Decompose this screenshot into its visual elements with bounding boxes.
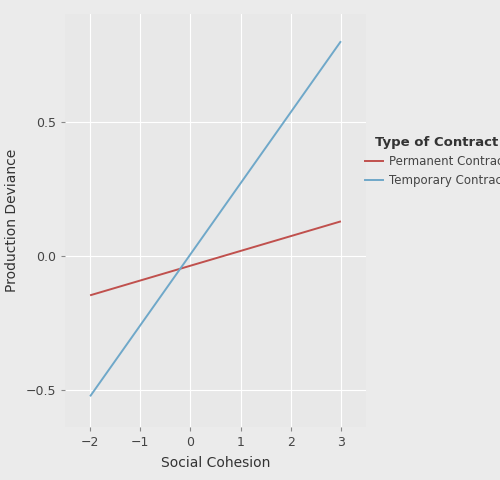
Y-axis label: Production Deviance: Production Deviance [4,149,18,292]
Legend: Permanent Contract, Temporary Contract: Permanent Contract, Temporary Contract [366,136,500,187]
X-axis label: Social Cohesion: Social Cohesion [161,456,270,470]
